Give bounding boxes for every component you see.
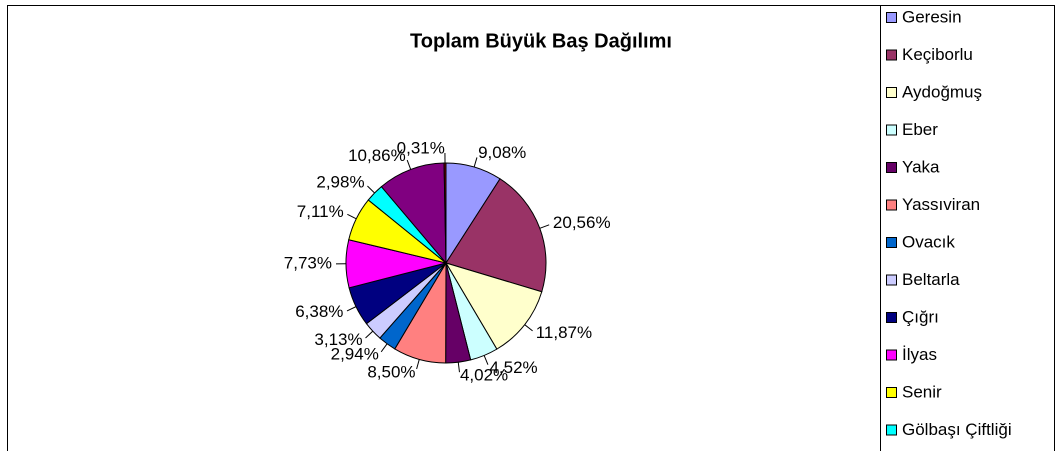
legend-swatch	[886, 237, 897, 248]
legend-label: Keçiborlu	[902, 45, 973, 64]
legend-label: Aydoğmuş	[902, 82, 982, 101]
leader-line	[483, 355, 489, 365]
leader-line	[380, 343, 388, 353]
legend-label: Eber	[902, 120, 938, 139]
legend-swatch	[886, 424, 897, 436]
legend-swatch	[886, 162, 897, 173]
legend-label: Geresin	[902, 7, 962, 26]
legend-box	[880, 5, 1055, 451]
data-label: 0,31%	[397, 138, 445, 157]
pie-slice	[445, 178, 547, 293]
data-label: 9,08%	[478, 143, 526, 162]
leader-line	[539, 224, 550, 229]
legend-swatch	[886, 87, 897, 98]
legend-label: Çığrı	[902, 307, 939, 326]
legend-swatch	[886, 349, 897, 361]
leader-line	[524, 324, 533, 332]
leader-line	[406, 159, 412, 170]
legend-label: Ovacık	[902, 232, 955, 251]
legend-label: Yassıviran	[902, 195, 980, 214]
leader-line	[347, 213, 357, 220]
data-label: 3,13%	[314, 330, 362, 349]
data-label: 7,11%	[297, 202, 344, 221]
leader-line	[473, 157, 478, 168]
legend-swatch	[886, 124, 897, 136]
pie-slice	[444, 262, 543, 350]
leader-line	[346, 306, 357, 312]
legend-label: Yaka	[902, 157, 940, 176]
leader-line	[457, 362, 460, 373]
data-label: 8,50%	[367, 362, 415, 381]
chart-title: Toplam Büyük Baş Dağılımı	[410, 30, 672, 52]
legend-swatch	[886, 49, 897, 61]
legend-swatch	[886, 12, 897, 23]
data-label: 4,02%	[460, 366, 508, 385]
legend-swatch	[886, 312, 897, 323]
data-label: 7,73%	[284, 253, 332, 272]
legend-label: Gölbaşı Çiftliği	[902, 420, 1012, 439]
leader-line	[416, 359, 420, 370]
data-label: 11,87%	[536, 323, 592, 342]
leader-line	[365, 330, 374, 339]
data-label: 2,98%	[316, 173, 364, 192]
legend-swatch	[886, 199, 897, 211]
leader-line	[367, 185, 375, 194]
data-label: 2,94%	[331, 345, 379, 364]
data-label: 10,86%	[348, 146, 406, 165]
data-label: 4,52%	[489, 358, 537, 377]
legend-swatch	[886, 387, 897, 398]
legend-label: İlyas	[902, 345, 937, 364]
legend-label: Senir	[902, 382, 942, 401]
pie-slice	[443, 162, 447, 264]
data-label: 20,56%	[553, 213, 611, 232]
data-label: 6,38%	[295, 302, 343, 321]
legend-label: Beltarla	[902, 270, 960, 289]
pie-slice	[380, 162, 447, 265]
legend-swatch	[886, 274, 897, 286]
